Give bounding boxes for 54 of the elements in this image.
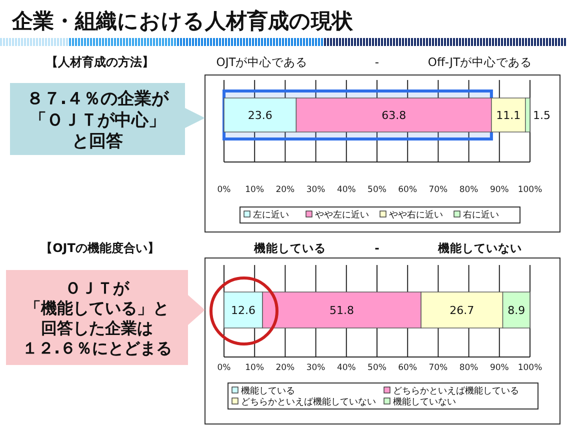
text: -	[374, 55, 380, 69]
chart-title: 企業・組織における人材育成の現状	[11, 9, 354, 33]
x-tick-label: 80%	[459, 185, 478, 195]
text: 「ＯＪＴが中心」	[30, 110, 166, 130]
text: ＯＪＴが	[65, 278, 130, 298]
x-tick-label: 60%	[398, 185, 418, 195]
legend-label: どちらかといえば機能している	[393, 386, 519, 396]
x-tick-label: 90%	[490, 185, 509, 195]
x-tick-label: 0%	[217, 363, 231, 373]
data-label: 8.9	[508, 304, 526, 317]
x-tick-label: 20%	[276, 363, 295, 373]
x-tick-label: 40%	[336, 185, 356, 195]
x-tick-label: 0%	[217, 185, 231, 195]
legend-label: 機能していない	[393, 396, 456, 408]
x-tick-label: 100%	[518, 363, 542, 373]
x-tick-label: 60%	[398, 363, 418, 373]
legend-label: どちらかといえば機能していない	[241, 396, 376, 408]
data-label: 1.5	[533, 109, 550, 122]
text: Off-JTが中心である	[428, 55, 532, 69]
legend-label: やや左に近い	[315, 210, 369, 220]
legend-label: 右に近い	[463, 210, 499, 220]
text: 回答した企業は	[41, 318, 153, 338]
x-tick-label: 50%	[368, 363, 386, 373]
x-tick-label: 10%	[245, 185, 264, 195]
text: 「機能している」と	[25, 298, 169, 318]
x-tick-label: 50%	[368, 185, 386, 195]
text: 機能している	[253, 241, 326, 255]
x-tick-label: 10%	[245, 363, 264, 373]
text: 【人材育成の方法】	[46, 55, 154, 69]
text: ８７.４％の企業が	[26, 89, 170, 110]
data-label: 12.6	[231, 304, 256, 317]
x-tick-label: 70%	[428, 185, 448, 195]
x-tick-label: 70%	[428, 363, 448, 373]
data-label: 26.7	[450, 304, 474, 317]
data-label: 11.1	[496, 109, 521, 122]
x-tick-label: 80%	[459, 363, 478, 373]
legend-label: 機能している	[241, 386, 295, 396]
text: -	[374, 241, 380, 255]
text: 機能していない	[437, 241, 522, 255]
data-label: 51.8	[330, 304, 354, 317]
x-tick-label: 30%	[306, 185, 326, 195]
x-tick-label: 30%	[306, 363, 326, 373]
text: 【OJTの機能度合い】	[40, 241, 160, 255]
text: と回答	[72, 132, 123, 152]
text: OJTが中心である	[216, 55, 308, 69]
legend-label: 左に近い	[253, 210, 289, 220]
text: １２.６％にとどまる	[22, 338, 172, 358]
data-label: 23.6	[248, 109, 272, 122]
legend-label: やや右に近い	[389, 210, 443, 220]
x-tick-label: 40%	[336, 363, 356, 373]
x-tick-label: 100%	[518, 185, 542, 195]
x-tick-label: 20%	[276, 185, 295, 195]
x-tick-label: 90%	[490, 363, 509, 373]
data-label: 63.8	[382, 109, 406, 122]
